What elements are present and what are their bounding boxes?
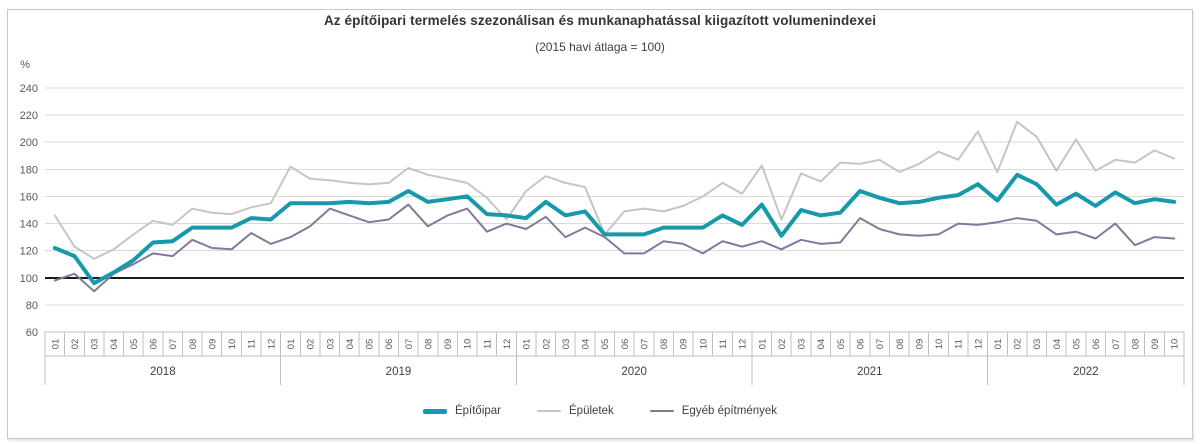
month-label: 10 — [227, 339, 238, 350]
year-label-2018: 2018 — [150, 366, 176, 378]
chart-title: Az építőipari termelés szezonálisan és m… — [323, 13, 877, 28]
series-line-egyeb-epitmenyek — [53, 203, 1176, 293]
legend-swatch-epitoipar — [422, 408, 447, 414]
month-label: 07 — [875, 339, 886, 350]
month-label: 08 — [659, 339, 670, 350]
month-label: 06 — [1091, 339, 1102, 350]
month-label: 03 — [1032, 339, 1043, 350]
month-label: 09 — [443, 339, 454, 350]
month-label: 11 — [954, 339, 965, 349]
y-tick-label: 60 — [26, 327, 38, 339]
year-label-2022: 2022 — [1073, 366, 1099, 378]
chart-legend: Építőipar Épületek Egyéb építmények — [0, 405, 1200, 417]
page-border — [7, 9, 1193, 439]
y-tick-label: 180 — [20, 164, 38, 176]
month-label: 08 — [423, 339, 434, 350]
month-label: 10 — [698, 339, 709, 350]
month-label: 07 — [404, 339, 415, 350]
chart-subtitle: (2015 havi átlaga = 100) — [535, 40, 665, 54]
month-label: 05 — [129, 339, 140, 350]
month-label: 11 — [718, 339, 729, 349]
month-label: 03 — [90, 339, 101, 350]
month-label: 05 — [365, 339, 376, 350]
y-tick-label: 160 — [20, 191, 38, 203]
month-label: 02 — [777, 339, 788, 350]
month-label: 06 — [620, 339, 631, 350]
y-tick-label: 140 — [20, 219, 38, 231]
y-axis-labels: 60 80 100 120 140 160 180 200 220 240 — [20, 83, 38, 339]
legend-item-epitoipar: Építőipar — [422, 405, 501, 417]
series-line-epitoipar — [52, 172, 1177, 286]
month-label: 08 — [1130, 339, 1141, 350]
month-label: 06 — [149, 339, 160, 350]
month-label: 01 — [757, 339, 768, 350]
y-tick-label: 120 — [20, 246, 38, 258]
month-label: 04 — [816, 339, 827, 350]
month-label: 12 — [266, 339, 277, 350]
month-label: 02 — [1013, 339, 1024, 350]
legend-label: Építőipar — [454, 405, 501, 417]
series-line-epuletek — [53, 120, 1176, 260]
year-label-2020: 2020 — [621, 366, 647, 378]
month-label: 04 — [345, 339, 356, 350]
legend-swatch-epuletek — [537, 409, 561, 413]
month-label: 10 — [934, 339, 945, 350]
year-label-2021: 2021 — [857, 366, 883, 378]
y-tick-label: 200 — [20, 137, 38, 149]
legend-label: Egyéb építmények — [681, 405, 778, 417]
month-label: 01 — [50, 339, 61, 350]
month-label: 11 — [247, 339, 258, 349]
month-label: 01 — [522, 339, 533, 350]
x-axis: 01 02 03 04 05 06 07 08 09 10 11 12 2018 01 02 03 04 05 06… — [44, 331, 1185, 385]
y-tick-label: 220 — [20, 110, 38, 122]
month-label: 02 — [306, 339, 317, 350]
month-label: 09 — [207, 339, 218, 350]
month-label: 05 — [836, 339, 847, 350]
month-label: 03 — [797, 339, 808, 350]
month-label: 08 — [188, 339, 199, 350]
y-tick-label: 240 — [20, 83, 38, 95]
legend-label: Épületek — [569, 405, 614, 417]
y-tick-label: 100 — [20, 273, 38, 285]
month-label: 07 — [168, 339, 179, 350]
month-label: 01 — [286, 339, 297, 350]
month-label: 05 — [600, 339, 611, 350]
month-label: 03 — [325, 339, 336, 350]
month-label: 06 — [384, 339, 395, 350]
month-label: 10 — [463, 339, 474, 350]
month-label: 09 — [914, 339, 925, 350]
month-label: 08 — [895, 339, 906, 350]
month-label: 09 — [679, 339, 690, 350]
month-label: 10 — [1170, 339, 1181, 350]
month-label: 09 — [1150, 339, 1161, 350]
month-label: 03 — [561, 339, 572, 350]
legend-item-egyeb-epitmenyek: Egyéb építmények — [649, 405, 778, 417]
month-label: 12 — [738, 339, 749, 350]
legend-item-epuletek: Épületek — [537, 405, 614, 417]
month-label: 04 — [581, 339, 592, 350]
y-tick-label: 80 — [26, 300, 38, 312]
month-label: 12 — [502, 339, 513, 350]
legend-swatch-egyeb-epitmenyek — [649, 409, 674, 413]
month-label: 02 — [541, 339, 552, 350]
month-label: 02 — [70, 339, 81, 350]
month-label: 12 — [973, 339, 984, 350]
month-label: 01 — [993, 339, 1004, 350]
year-label-2019: 2019 — [386, 366, 412, 378]
month-label: 07 — [1111, 339, 1122, 350]
month-label: 07 — [639, 339, 650, 350]
month-label: 04 — [1052, 339, 1063, 350]
month-label: 06 — [855, 339, 866, 350]
y-axis-unit-label: % — [20, 59, 30, 71]
month-label: 11 — [482, 339, 493, 349]
series-lines — [52, 120, 1177, 293]
gridlines — [45, 87, 1184, 333]
month-label: 05 — [1071, 339, 1082, 350]
month-label: 04 — [109, 339, 120, 350]
